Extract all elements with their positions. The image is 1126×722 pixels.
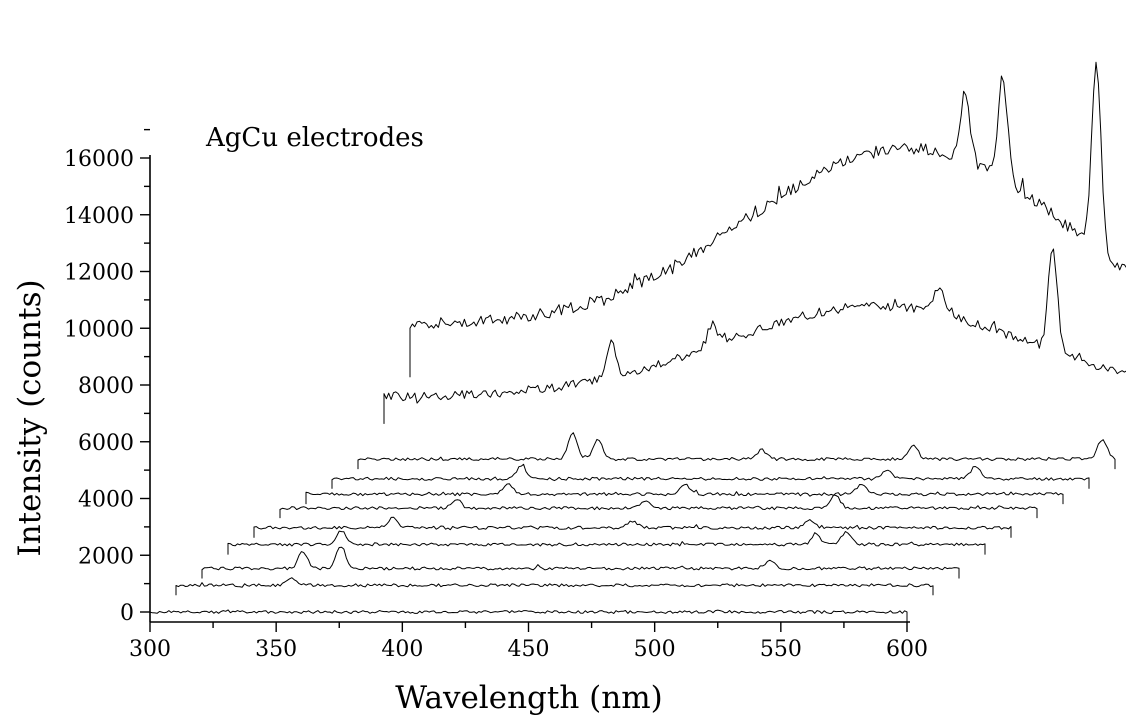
chart-annotation: AgCu electrodes [205, 123, 424, 153]
y-tick-label: 16000 [64, 147, 134, 172]
spectrum-line [253, 516, 1012, 538]
spectrum-line [279, 494, 1038, 519]
y-tick-label: 12000 [64, 261, 134, 286]
y-tick-label: 14000 [64, 204, 134, 229]
y-tick-label: 2000 [78, 544, 134, 569]
y-tick-label: 4000 [78, 488, 134, 513]
spectrum-line [201, 546, 960, 579]
x-axis-title: Wavelength (nm) [395, 680, 662, 716]
spectrum-line [175, 577, 934, 596]
spectrum-line [357, 432, 1116, 470]
y-tick-label: 10000 [64, 317, 134, 342]
y-ticks: 0 2000 4000 6000 8000 10000 12000 14000 16000 [64, 128, 150, 626]
spectrum-line [409, 61, 1126, 378]
x-tick-label: 300 [129, 637, 171, 662]
y-tick-label: 6000 [78, 431, 134, 456]
x-tick-label: 450 [508, 637, 550, 662]
spectrum-line [149, 609, 908, 622]
y-tick-label: 0 [120, 601, 134, 626]
x-tick-label: 400 [381, 637, 423, 662]
spectrum-line [331, 463, 1090, 489]
spectrum-line [227, 530, 986, 555]
y-tick-label: 8000 [78, 374, 134, 399]
x-ticks: 300 350 400 450 500 550 600 [129, 622, 928, 662]
x-tick-label: 500 [634, 637, 676, 662]
series-group [149, 61, 1126, 622]
spectrum-line [383, 248, 1126, 424]
x-tick-label: 600 [886, 637, 928, 662]
x-tick-label: 550 [760, 637, 802, 662]
y-axis-title: Intensity (counts) [12, 279, 48, 556]
x-tick-label: 350 [255, 637, 297, 662]
spectrum-line [305, 483, 1064, 505]
